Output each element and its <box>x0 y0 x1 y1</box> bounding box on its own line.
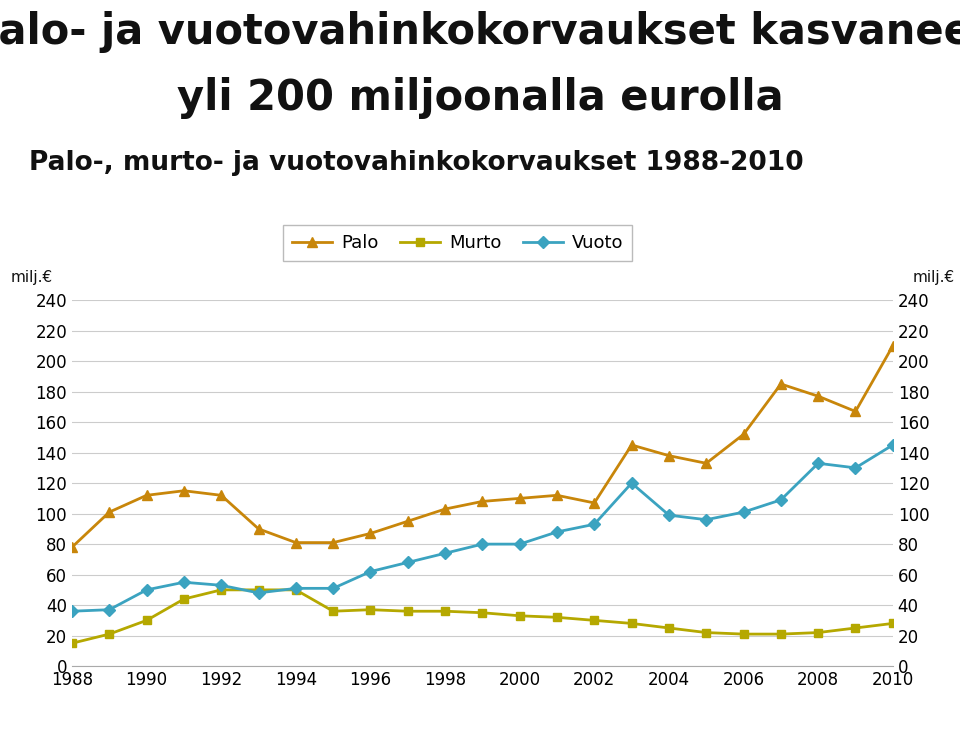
Text: Palo- ja vuotovahinkokorvaukset kasvaneet: Palo- ja vuotovahinkokorvaukset kasvanee… <box>0 11 960 53</box>
Text: milj.€: milj.€ <box>912 271 954 285</box>
Text: yli 200 miljoonalla eurolla: yli 200 miljoonalla eurolla <box>177 77 783 119</box>
Text: milj.€: milj.€ <box>11 271 53 285</box>
Text: Palo-, murto- ja vuotovahinkokorvaukset 1988-2010: Palo-, murto- ja vuotovahinkokorvaukset … <box>29 150 804 176</box>
Legend: Palo, Murto, Vuoto: Palo, Murto, Vuoto <box>283 225 633 261</box>
